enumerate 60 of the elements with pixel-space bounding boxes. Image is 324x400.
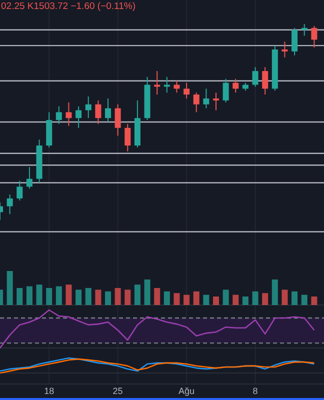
bar: [26, 286, 32, 305]
candlestick: [114, 104, 121, 136]
bar: [114, 288, 121, 305]
bar: [213, 296, 219, 305]
x-tick-label: 18: [44, 386, 54, 396]
bar: [272, 280, 278, 305]
candlestick: [66, 102, 72, 126]
candlestick: [76, 106, 82, 128]
candlestick: [124, 123, 131, 152]
bar: [252, 291, 258, 305]
text: 02.25 K1503.72 −1.60 (−0.11%): [1, 1, 136, 12]
candlestick: [292, 27, 298, 56]
bar: [232, 294, 239, 305]
bar: [124, 290, 131, 305]
candlestick: [6, 194, 13, 215]
candlestick: [56, 106, 62, 124]
bar: [282, 290, 288, 305]
x-tick-label: 8: [252, 386, 258, 396]
bar: [16, 288, 23, 305]
candlestick: [16, 180, 23, 201]
candlestick: [193, 92, 200, 113]
candlestick: [252, 66, 258, 88]
candlestick: [222, 78, 229, 103]
bar: [36, 284, 42, 305]
bar: [76, 290, 82, 305]
bar: [144, 280, 150, 305]
bar: [193, 291, 200, 305]
candlestick: [26, 166, 32, 190]
bar: [301, 294, 308, 305]
candlestick: [105, 98, 111, 122]
candlestick: [311, 25, 318, 48]
candlestick: [184, 82, 190, 99]
bar: [95, 290, 102, 305]
x-tick-label: 25: [112, 386, 123, 396]
bar: [174, 293, 180, 305]
bar: [134, 284, 140, 305]
bar: [262, 293, 268, 305]
bar: [184, 294, 190, 305]
bar: [56, 286, 62, 305]
candlestick: [213, 92, 219, 111]
bar: [242, 296, 248, 305]
bar: [46, 288, 52, 305]
bar: [85, 288, 92, 305]
bar: [105, 291, 111, 305]
bar: [66, 284, 72, 305]
candlestick: [85, 96, 92, 119]
candlestick: [262, 66, 268, 96]
candlestick: [232, 78, 239, 94]
x-tick-label: Ağu: [178, 386, 195, 396]
bar: [222, 290, 229, 305]
bar: [311, 296, 318, 305]
bar: [6, 271, 13, 305]
bar: [203, 294, 210, 305]
candlestick: [203, 88, 210, 109]
candlestick: [282, 41, 288, 58]
bar: [154, 288, 160, 305]
candlestick: [301, 24, 308, 36]
bar: [164, 291, 170, 305]
candlestick: [95, 100, 102, 124]
bar: [292, 291, 298, 305]
